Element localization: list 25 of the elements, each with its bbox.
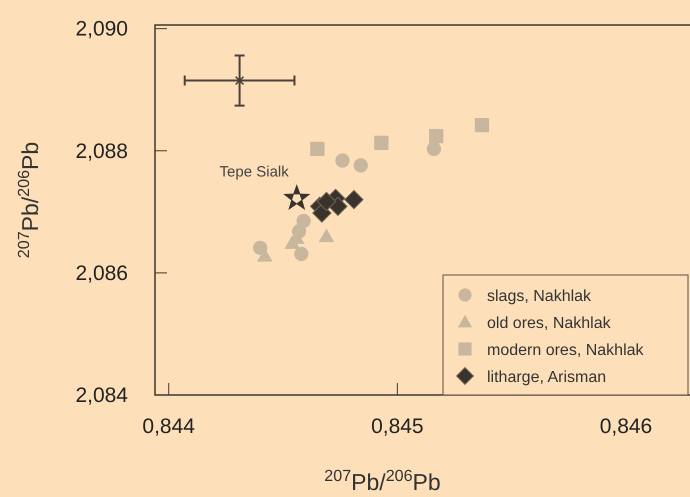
point (318, 228, 334, 242)
y-tick-label: 2,090 (75, 18, 128, 41)
point (344, 190, 364, 210)
legend-label: litharge, Arisman (487, 369, 606, 386)
point (474, 118, 490, 132)
x-axis-title: $^{207}$Pb/$^{206}$Pb (324, 467, 441, 495)
legend-label: slags, Nakhlak (487, 288, 592, 305)
point (335, 153, 350, 168)
x-tick-label: 0,846 (600, 415, 652, 438)
point (374, 136, 388, 150)
point (316, 192, 336, 212)
legend-label: modern ores, Nakhlak (487, 342, 645, 359)
annotation: Tepe Sialk (220, 163, 290, 180)
point (234, 76, 244, 86)
x-tick-label: 0,845 (371, 415, 424, 438)
y-tick-label: 2,086 (75, 262, 128, 285)
point (294, 246, 308, 262)
point (310, 142, 324, 156)
point (426, 142, 442, 156)
y-tick-label: 2,084 (75, 384, 128, 407)
point (354, 158, 368, 173)
y-tick-label: 2,088 (75, 140, 128, 163)
point (429, 128, 444, 144)
x-tick-label: 0,844 (142, 415, 196, 438)
legend-label: old ores, Nakhlak (487, 315, 612, 332)
